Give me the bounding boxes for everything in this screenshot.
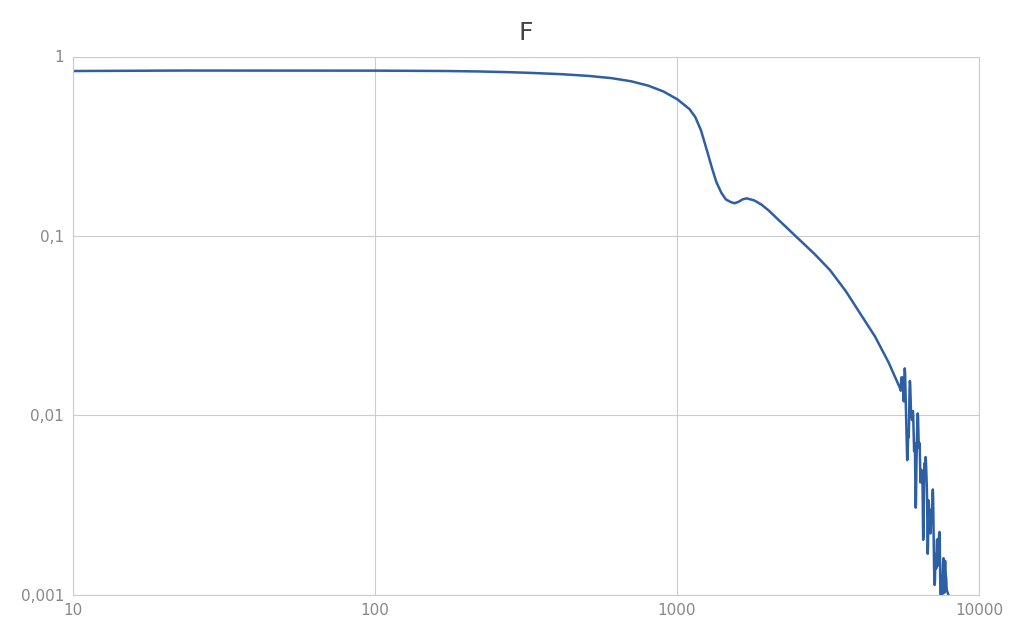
Title: F: F (518, 21, 534, 45)
